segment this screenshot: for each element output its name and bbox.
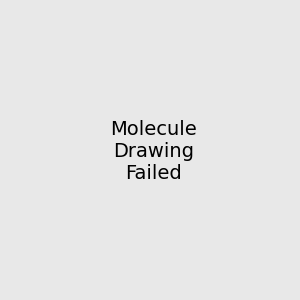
Text: Molecule
Drawing
Failed: Molecule Drawing Failed [110,120,197,183]
